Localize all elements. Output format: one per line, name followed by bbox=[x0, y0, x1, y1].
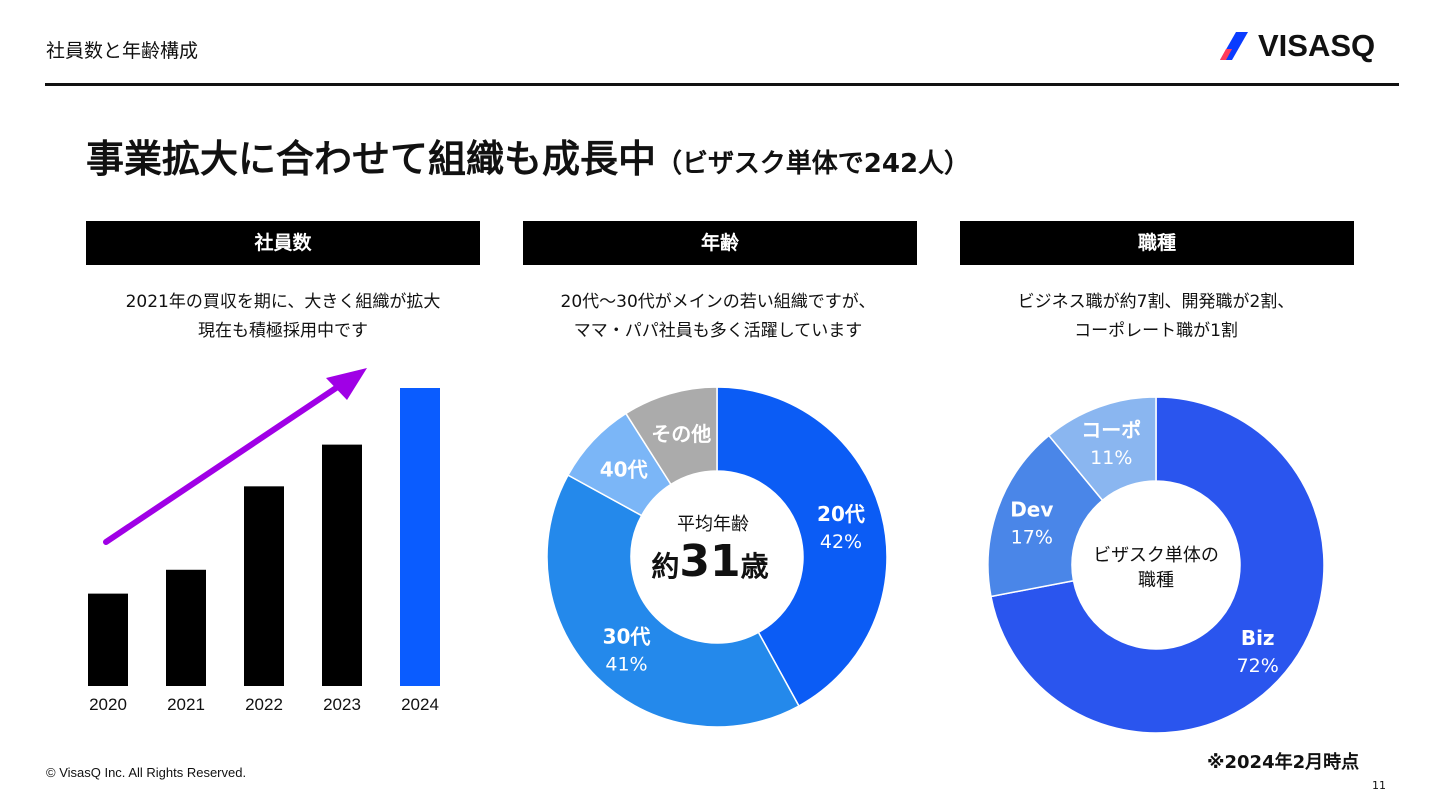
slice-label: Dev bbox=[1010, 497, 1053, 521]
page-number: 11 bbox=[1372, 779, 1386, 792]
slice-1 bbox=[987, 434, 1104, 598]
slice-label: 30代 bbox=[603, 625, 651, 649]
slice-label: その他 bbox=[651, 422, 711, 446]
logo-slash-icon bbox=[1220, 32, 1248, 60]
x-tick-label: 2024 bbox=[401, 695, 439, 714]
logo-text: VISASQ bbox=[1258, 28, 1376, 63]
bar-2020 bbox=[88, 593, 128, 686]
x-tick-label: 2022 bbox=[245, 695, 283, 714]
growth-arrow-head-icon bbox=[326, 368, 367, 400]
panel-desc-job: ビジネス職が約7割、開発職が2割、 コーポレート職が1割 bbox=[941, 288, 1371, 346]
desc-line: 20代〜30代がメインの若い組織ですが、 bbox=[560, 292, 876, 312]
slice-percent: 42% bbox=[820, 531, 862, 553]
panel-desc-employees: 2021年の買収を期に、大きく組織が拡大 現在も積極採用中です bbox=[68, 288, 498, 346]
slice-label: Biz bbox=[1241, 626, 1275, 650]
x-tick-label: 2020 bbox=[89, 695, 127, 714]
center-value: 約31歳 bbox=[651, 536, 768, 587]
header-divider bbox=[45, 83, 1399, 86]
center-label: 平均年齢 bbox=[677, 514, 749, 535]
center-label: ビザスク単体の bbox=[1093, 545, 1219, 566]
slice-percent: 17% bbox=[1011, 526, 1053, 548]
slice-percent: 11% bbox=[1090, 447, 1132, 469]
slice-percent: 41% bbox=[605, 654, 647, 676]
desc-line: 2021年の買収を期に、大きく組織が拡大 bbox=[125, 292, 441, 312]
headline-main: 事業拡大に合わせて組織も成長中 bbox=[86, 137, 657, 181]
panel-desc-age: 20代〜30代がメインの若い組織ですが、 ママ・パパ社員も多く活躍しています bbox=[503, 288, 933, 346]
copyright: © VisasQ Inc. All Rights Reserved. bbox=[46, 765, 247, 780]
slice-0 bbox=[990, 396, 1325, 734]
panel-heading-job: 職種 bbox=[960, 221, 1354, 265]
desc-line: 現在も積極採用中です bbox=[198, 321, 368, 341]
slice-label: 20代 bbox=[817, 502, 865, 526]
bar-2024 bbox=[400, 388, 440, 686]
center-label: 職種 bbox=[1138, 570, 1174, 591]
slice-2 bbox=[1047, 396, 1157, 502]
page-headline: 事業拡大に合わせて組織も成長中（ビザスク単体で242人） bbox=[86, 128, 970, 183]
desc-line: コーポレート職が1割 bbox=[1074, 321, 1238, 341]
bar-2022 bbox=[244, 486, 284, 686]
employee-bar-chart: 2020 2021 2022 2023 2024 bbox=[88, 368, 440, 714]
slice-percent: 72% bbox=[1237, 655, 1279, 677]
x-tick-label: 2023 bbox=[323, 695, 361, 714]
slice-label: コーポ bbox=[1081, 418, 1141, 442]
bar-2023 bbox=[322, 444, 362, 686]
slice-0 bbox=[716, 386, 888, 707]
section-title: 社員数と年齢構成 bbox=[46, 40, 199, 62]
bar-2021 bbox=[166, 569, 206, 686]
panel-heading-age: 年齢 bbox=[523, 221, 917, 265]
x-tick-label: 2021 bbox=[167, 695, 205, 714]
growth-arrow-line bbox=[103, 381, 345, 545]
slice-label: 40代 bbox=[600, 457, 648, 481]
as-of-note: ※2024年2月時点 bbox=[1207, 752, 1360, 773]
desc-line: ママ・パパ社員も多く活躍しています bbox=[573, 321, 863, 341]
panel-heading-employees: 社員数 bbox=[86, 221, 480, 265]
slice-1 bbox=[546, 474, 800, 728]
desc-line: ビジネス職が約7割、開発職が2割、 bbox=[1017, 292, 1295, 312]
headline-sub: （ビザスク単体で242人） bbox=[656, 149, 971, 179]
slice-3 bbox=[624, 386, 718, 486]
